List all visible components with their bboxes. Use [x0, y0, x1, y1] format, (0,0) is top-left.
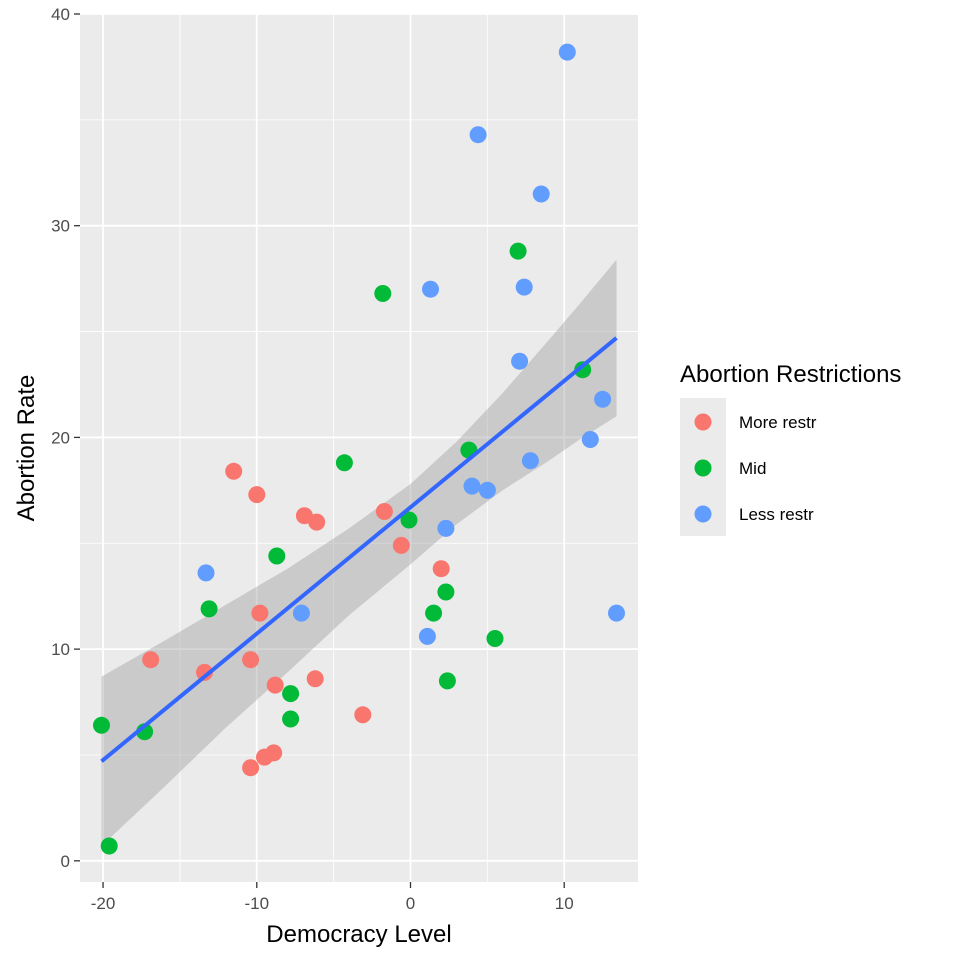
y-tick-label: 40 — [51, 5, 70, 24]
confidence-band — [101, 259, 617, 847]
y-tick-label: 30 — [51, 217, 70, 236]
x-tick-label: -10 — [244, 894, 269, 913]
data-point-more-restr — [225, 462, 243, 480]
data-point-mid — [282, 710, 300, 728]
legend-label-mid: Mid — [739, 459, 766, 478]
data-point-more-restr — [248, 486, 266, 504]
grid-minor — [80, 14, 638, 882]
data-point-mid — [486, 630, 504, 647]
y-axis-title: Abortion Rate — [13, 375, 40, 522]
data-point-mid — [200, 600, 218, 618]
data-point-more-restr — [251, 604, 269, 622]
data-point-more-restr — [242, 651, 260, 669]
data-point-less-restr — [515, 278, 533, 296]
data-point-more-restr — [375, 503, 393, 520]
data-point-mid — [574, 361, 592, 379]
y-tick-label: 20 — [51, 428, 70, 447]
data-point-less-restr — [608, 604, 625, 622]
data-point-more-restr — [432, 560, 450, 578]
data-point-mid — [509, 242, 527, 260]
axis-tick-labels: -20 -10 0 10 0 10 20 30 40 — [51, 5, 574, 913]
data-points — [93, 43, 625, 855]
data-point-more-restr — [242, 759, 260, 777]
data-point-more-restr — [265, 744, 283, 762]
data-point-less-restr — [418, 627, 436, 645]
data-point-more-restr — [266, 676, 284, 694]
data-point-mid — [93, 716, 110, 734]
regression-line — [100, 336, 618, 763]
data-point-less-restr — [581, 431, 599, 448]
x-tick-label: 10 — [555, 894, 574, 913]
data-point-less-restr — [292, 604, 310, 622]
data-point-more-restr — [308, 513, 326, 531]
data-point-more-restr — [142, 651, 160, 669]
data-point-less-restr — [511, 352, 529, 370]
data-point-mid — [437, 583, 455, 601]
data-point-mid — [100, 837, 118, 855]
axis-ticks — [74, 13, 565, 888]
data-point-less-restr — [558, 43, 576, 61]
y-tick-label: 0 — [61, 852, 70, 871]
data-point-mid — [425, 604, 443, 622]
legend-key-less-restr — [694, 505, 712, 523]
trend-line — [100, 336, 618, 763]
data-point-mid — [438, 672, 456, 690]
y-tick-label: 10 — [51, 640, 70, 659]
data-point-less-restr — [532, 185, 550, 203]
confidence-ribbon — [101, 259, 617, 847]
legend-title: Abortion Restrictions — [680, 361, 901, 388]
grid-major — [80, 13, 638, 882]
data-point-more-restr — [306, 670, 324, 688]
legend-label-less-restr: Less restr — [739, 505, 814, 524]
plot-panel — [80, 14, 638, 882]
legend: Abortion Restrictions More restr Mid Less … — [680, 361, 901, 536]
data-point-less-restr — [463, 477, 481, 495]
x-tick-label: -20 — [91, 894, 116, 913]
legend-key-mid — [694, 459, 712, 477]
data-point-less-restr — [422, 280, 439, 298]
data-point-more-restr — [196, 663, 213, 681]
x-tick-label: 0 — [406, 894, 415, 913]
data-point-less-restr — [469, 126, 487, 144]
legend-label-more-restr: More restr — [739, 413, 817, 432]
x-axis-title: Democracy Level — [266, 921, 451, 948]
data-point-less-restr — [594, 390, 612, 408]
data-point-mid — [282, 685, 300, 703]
data-point-less-restr — [521, 452, 539, 470]
data-point-less-restr — [197, 564, 215, 582]
data-point-less-restr — [478, 481, 496, 499]
legend-key-more-restr — [694, 413, 712, 431]
data-point-more-restr — [392, 536, 410, 554]
data-point-mid — [268, 547, 286, 565]
data-point-mid — [374, 285, 392, 302]
data-point-more-restr — [354, 706, 372, 724]
data-point-mid — [400, 511, 418, 529]
data-point-less-restr — [437, 519, 455, 537]
data-point-mid — [335, 454, 353, 472]
